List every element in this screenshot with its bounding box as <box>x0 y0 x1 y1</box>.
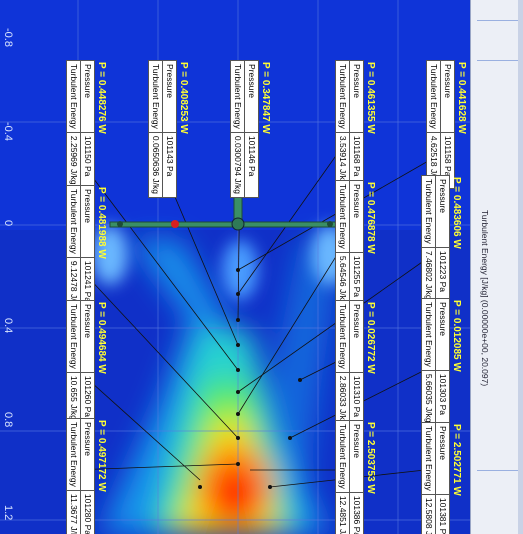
probe-table: Pressure 101280 Pa Turbulent Energy 11.367… <box>66 418 95 534</box>
probe-label[interactable]: P = 0.494684 W Pressure 101260 Pa Turbule… <box>66 300 108 424</box>
probe-label[interactable]: P = 2.502771 W Pressure 101381 Pa Turbule… <box>421 422 463 534</box>
probe-table: Pressure 101150 Pa Turbulent Energy 2.2596… <box>66 60 95 189</box>
probe-power: P = 0.483606 W <box>451 177 462 249</box>
probe-table: Pressure 101303 Pa Turbulent Energy 5.6603… <box>421 298 450 427</box>
probe-table: Pressure 101241 Pa Turbulent Energy 9.1247… <box>66 185 95 314</box>
probe-table: Pressure 101260 Pa Turbulent Energy 10.655… <box>66 300 95 424</box>
legend-panel <box>470 0 523 534</box>
flow-viewport[interactable]: -0.8 -0.4 0 0.4 0.8 1.2 P = 0.441628 W P… <box>0 0 470 534</box>
colorbar-label: Turbulent Energy [J/kg] (0.00000e+00, 20… <box>480 210 490 387</box>
probe-label[interactable]: P = 0.347847 W Pressure 101146 Pa Turbule… <box>230 60 272 199</box>
axis-tick: 0 <box>2 220 14 227</box>
probe-table: Pressure 101386 Pa Turbulent Energy 12.485… <box>335 420 364 534</box>
axis-tick: 0.8 <box>2 412 14 428</box>
probe-label[interactable]: P = 0.497172 W Pressure 101280 Pa Turbule… <box>66 418 108 534</box>
probe-power: P = 0.441628 W <box>456 62 467 134</box>
probe-power: P = 0.012085 W <box>451 300 462 372</box>
axis-tick: 1.2 <box>2 505 14 521</box>
axis-tick: -0.8 <box>2 28 14 47</box>
probe-power: P = 0.461355 W <box>365 62 376 134</box>
probe-table: Pressure 101310 Pa Turbulent Energy 2.8603… <box>335 300 364 429</box>
vertical-scrollbar[interactable] <box>518 0 523 534</box>
probe-power: P = 0.347847 W <box>260 62 271 134</box>
axis-tick: -0.4 <box>2 122 14 141</box>
probe-label[interactable]: P = 0.461355 W Pressure 101168 Pa Turbule… <box>335 60 377 189</box>
probe-label[interactable]: P = 0.448276 W Pressure 101150 Pa Turbule… <box>66 60 108 189</box>
probe-table: Pressure 101143 Pa Turbulent Energy 0.0650… <box>148 60 177 199</box>
probe-points <box>198 268 302 489</box>
axis-tick: 0.4 <box>2 318 14 334</box>
probe-power: P = 0.408253 W <box>178 62 189 134</box>
probe-table: Pressure 101168 Pa Turbulent Energy 3.5391… <box>335 60 364 189</box>
probe-table: Pressure 101255 Pa Turbulent Energy 5.6454… <box>335 180 364 309</box>
probe-label[interactable]: P = 0.483606 W Pressure 101223 Pa Turbule… <box>421 175 463 304</box>
probe-table: Pressure 101223 Pa Turbulent Energy 7.4680… <box>421 175 450 304</box>
probe-label[interactable]: P = 0.476878 W Pressure 101255 Pa Turbule… <box>335 180 377 309</box>
probe-label[interactable]: P = 0.408253 W Pressure 101143 Pa Turbule… <box>148 60 190 199</box>
probe-label[interactable]: P = 0.441628 W Pressure 101158 Pa Turbule… <box>426 60 468 189</box>
probe-table: Pressure 101158 Pa Turbulent Energy 4.6251… <box>426 60 455 189</box>
probe-label[interactable]: P = 0.026772 W Pressure 101310 Pa Turbule… <box>335 300 377 429</box>
panel-divider <box>477 60 523 61</box>
probe-label[interactable]: P = 0.481988 W Pressure 101241 Pa Turbule… <box>66 185 108 314</box>
panel-divider <box>477 470 523 471</box>
probe-table: Pressure 101146 Pa Turbulent Energy 0.0300… <box>230 60 259 199</box>
probe-power: P = 0.497172 W <box>96 420 107 492</box>
probe-power: P = 0.481988 W <box>96 187 107 259</box>
probe-power: P = 2.502771 W <box>451 424 462 496</box>
probe-power: P = 0.026772 W <box>365 302 376 374</box>
probe-power: P = 0.494684 W <box>96 302 107 374</box>
probe-power: P = 0.448276 W <box>96 62 107 134</box>
fan-device[interactable] <box>109 193 361 231</box>
panel-divider <box>477 20 523 21</box>
probe-label[interactable]: P = 0.012085 W Pressure 101303 Pa Turbule… <box>421 298 463 427</box>
probe-label[interactable]: P = 2.503753 W Pressure 101386 Pa Turbule… <box>335 420 377 534</box>
probe-power: P = 0.476878 W <box>365 182 376 254</box>
probe-power: P = 2.503753 W <box>365 422 376 494</box>
probe-table: Pressure 101381 Pa Turbulent Energy 12.580… <box>421 422 450 534</box>
